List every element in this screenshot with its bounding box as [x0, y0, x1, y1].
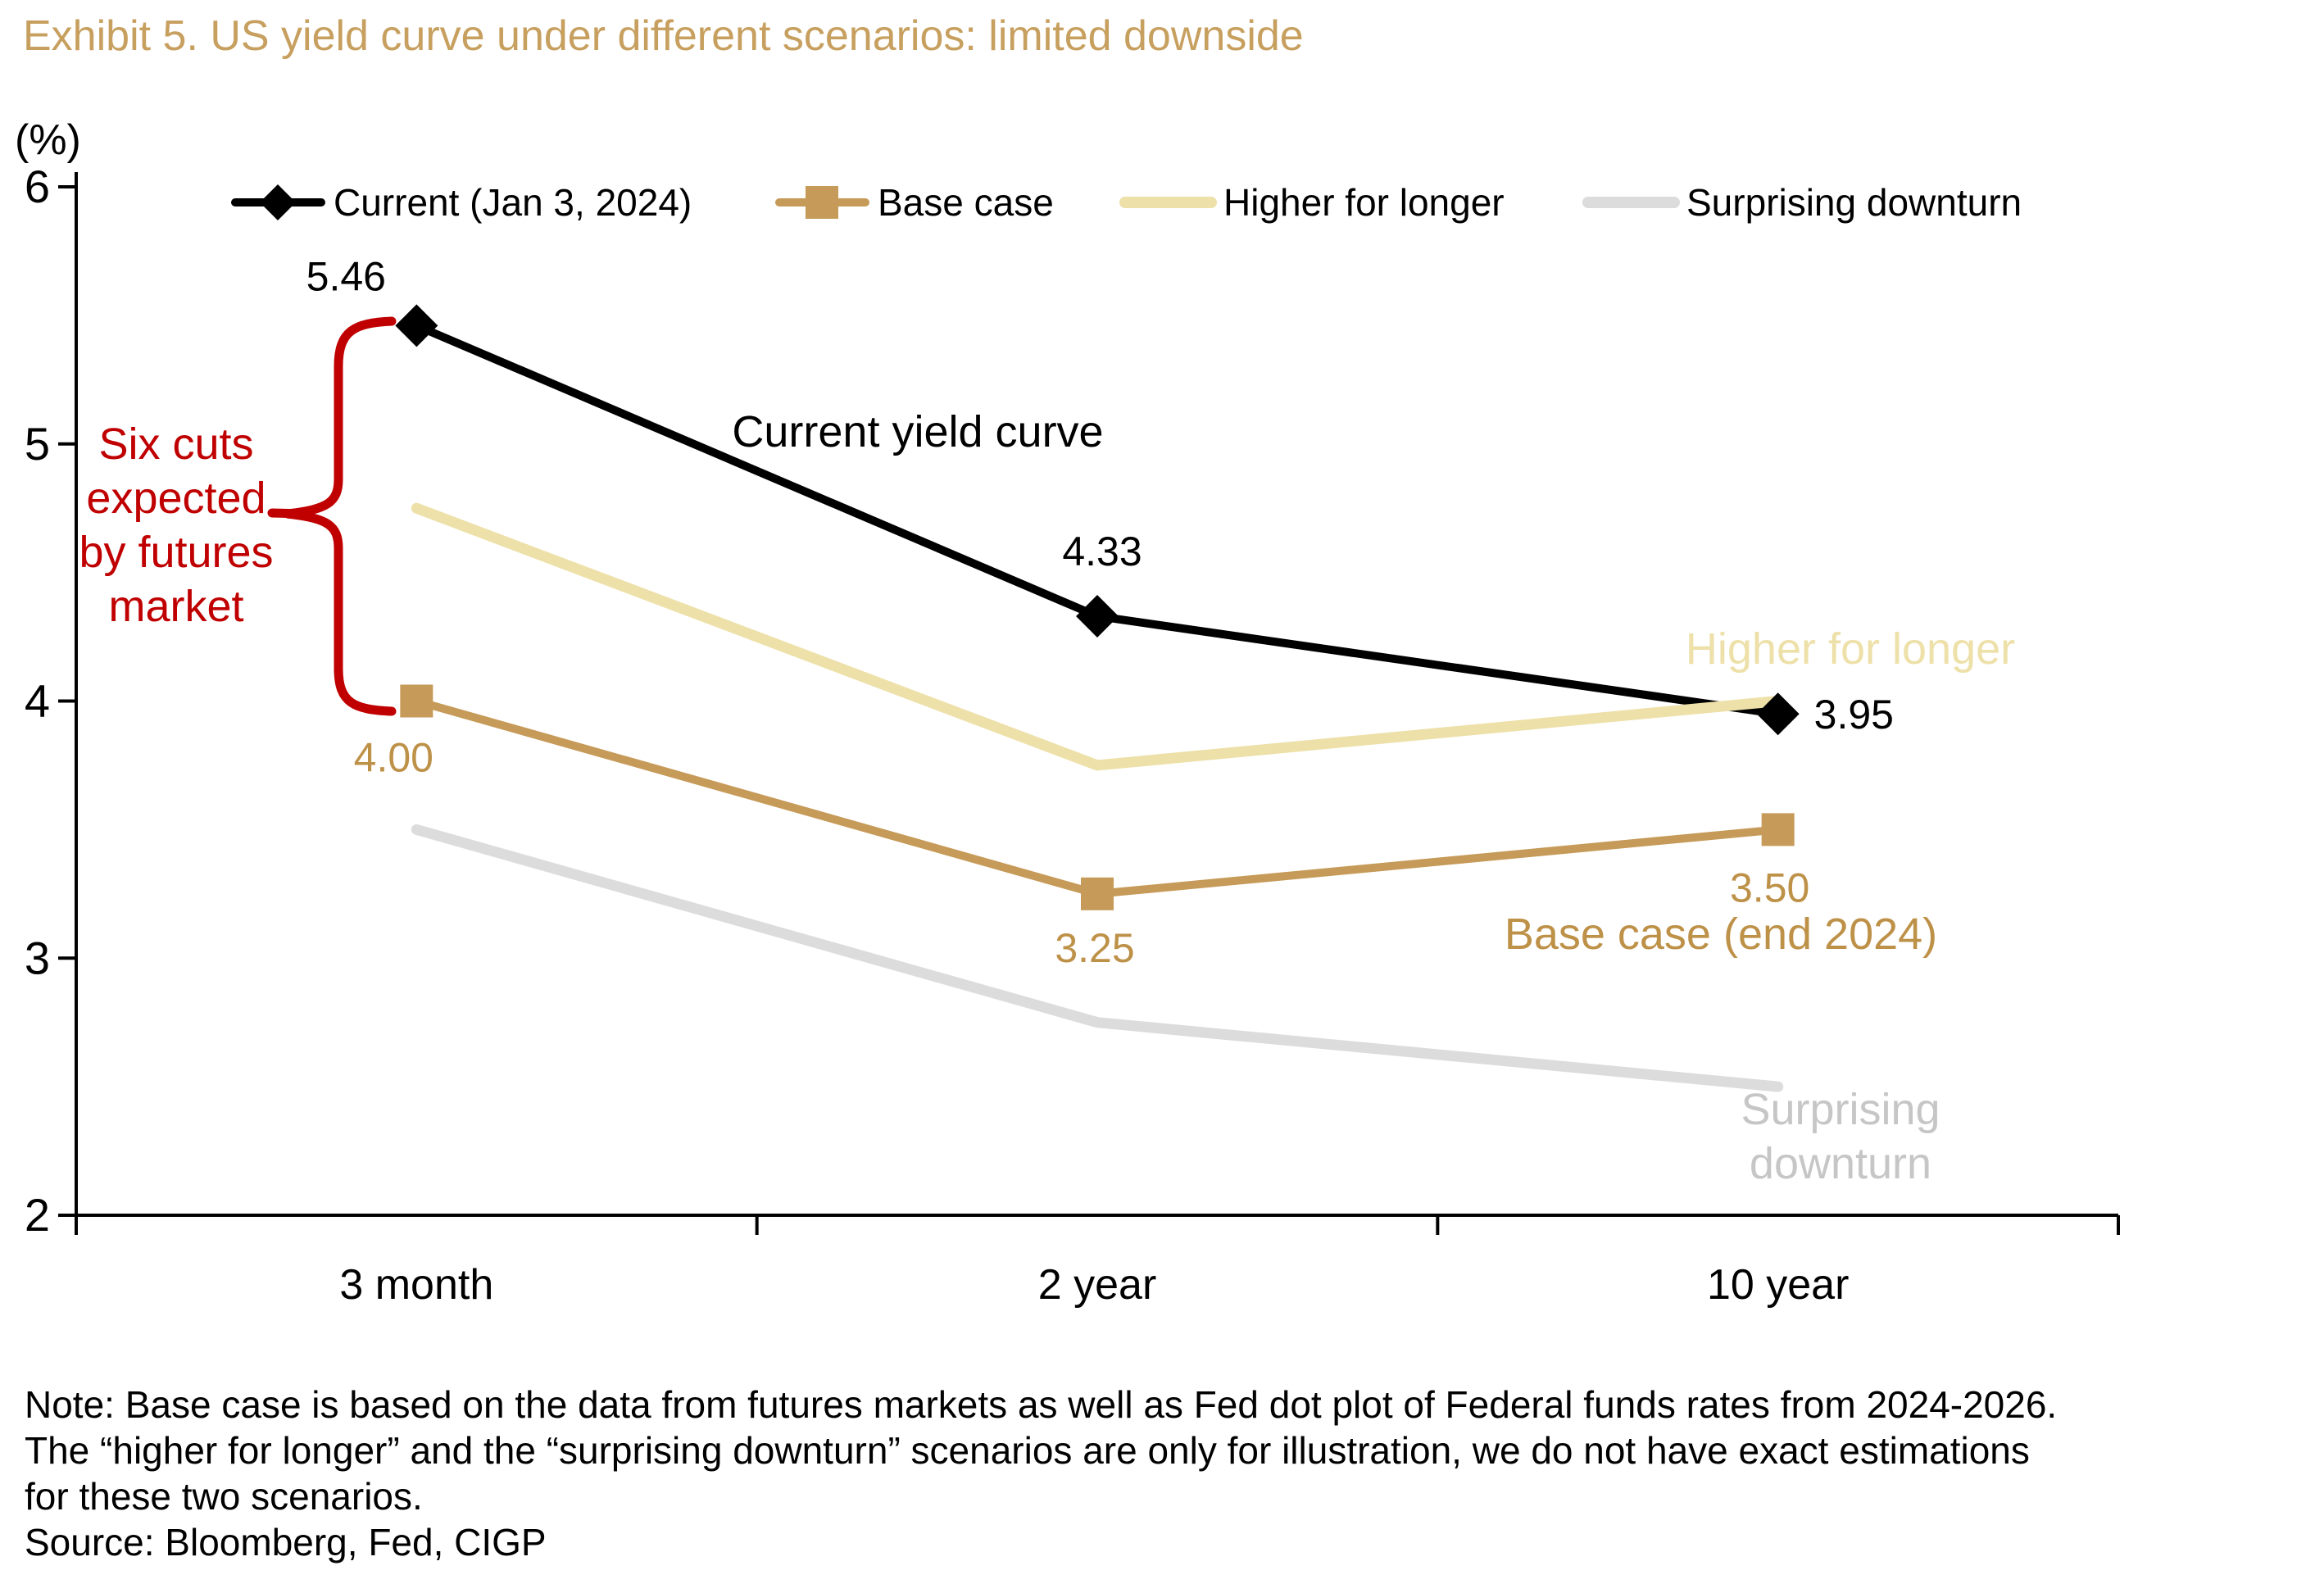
note-line: Note: Base case is based on the data fro… [25, 1383, 2058, 1426]
y-tick-label: 2 [25, 1189, 50, 1241]
surprising-downturn-annotation: Surprising downturn [1741, 1085, 1940, 1188]
series-markers-base-case [400, 684, 1795, 910]
y-tick-label: 4 [25, 675, 50, 727]
x-axis-labels: 3 month 2 year 10 year [339, 1261, 1849, 1309]
legend-label: Surprising downturn [1686, 181, 2022, 224]
legend-label: Current (Jan 3, 2024) [334, 181, 692, 224]
data-point-square [400, 684, 433, 718]
legend-item-3: Higher for longer [1119, 181, 1505, 224]
series-line-base-case [412, 697, 1782, 898]
legend-square-icon [806, 186, 838, 219]
data-point-diamond [1076, 594, 1119, 638]
chart-title: Exhibit 5. US yield curve under differen… [23, 12, 1304, 60]
six-cuts-brace [267, 316, 397, 716]
axes [58, 172, 2120, 1235]
legend-diamond-icon [260, 184, 296, 220]
note-line: for these two scenarios. [25, 1475, 423, 1518]
data-labels-base-case: 4.00 3.25 3.50 [354, 735, 1810, 971]
y-tick-label: 6 [25, 161, 50, 212]
data-point-label: 3.95 [1814, 692, 1894, 738]
x-category-label: 10 year [1707, 1261, 1849, 1309]
legend: Current (Jan 3, 2024) Base case Higher for… [231, 181, 2022, 224]
legend-label: Base case [878, 181, 1054, 224]
data-point-diamond [395, 304, 438, 347]
data-labels-current: 5.46 4.33 3.95 [306, 253, 1894, 738]
higher-for-longer-annotation: Higher for longer [1686, 624, 2015, 674]
data-point-label: 4.00 [354, 735, 433, 781]
legend-item-1: Current (Jan 3, 2024) [231, 181, 692, 224]
data-point-diamond [1756, 692, 1800, 736]
series-line-higher-for-longer [411, 502, 1784, 771]
data-point-square [1761, 813, 1795, 846]
note-line: The “higher for longer” and the “surpris… [25, 1429, 2030, 1472]
series-markers-current [395, 304, 1800, 736]
data-point-label: 5.46 [306, 253, 386, 299]
data-point-label: 3.50 [1730, 865, 1809, 910]
base-case-end-2024-annotation: Base case (end 2024) [1505, 910, 1937, 959]
data-point-label: 4.33 [1062, 529, 1142, 574]
y-tick-label: 3 [25, 932, 50, 983]
y-axis-unit-label: (%) [15, 116, 81, 164]
data-point-label: 3.25 [1055, 925, 1134, 971]
y-tick-label: 5 [25, 418, 50, 470]
current-yield-curve-annotation: Current yield curve [732, 407, 1103, 456]
x-category-label: 3 month [339, 1261, 493, 1309]
note-block: Note: Base case is based on the data fro… [25, 1382, 2057, 1565]
legend-item-4: Surprising downturn [1582, 181, 2022, 224]
x-category-label: 2 year [1038, 1261, 1157, 1309]
data-point-square [1081, 877, 1114, 910]
legend-item-2: Base case [775, 181, 1054, 224]
note-line: Source: Bloomberg, Fed, CIGP [25, 1521, 547, 1564]
legend-label: Higher for longer [1223, 181, 1505, 224]
y-axis-labels: 6 5 4 3 2 (%) [15, 116, 81, 1241]
series-line-surprising-downturn [411, 824, 1784, 1092]
series-line-current-jan-3-2024- [412, 321, 1782, 719]
six-cuts-annotation: Six cuts expected by futures market [79, 420, 273, 631]
